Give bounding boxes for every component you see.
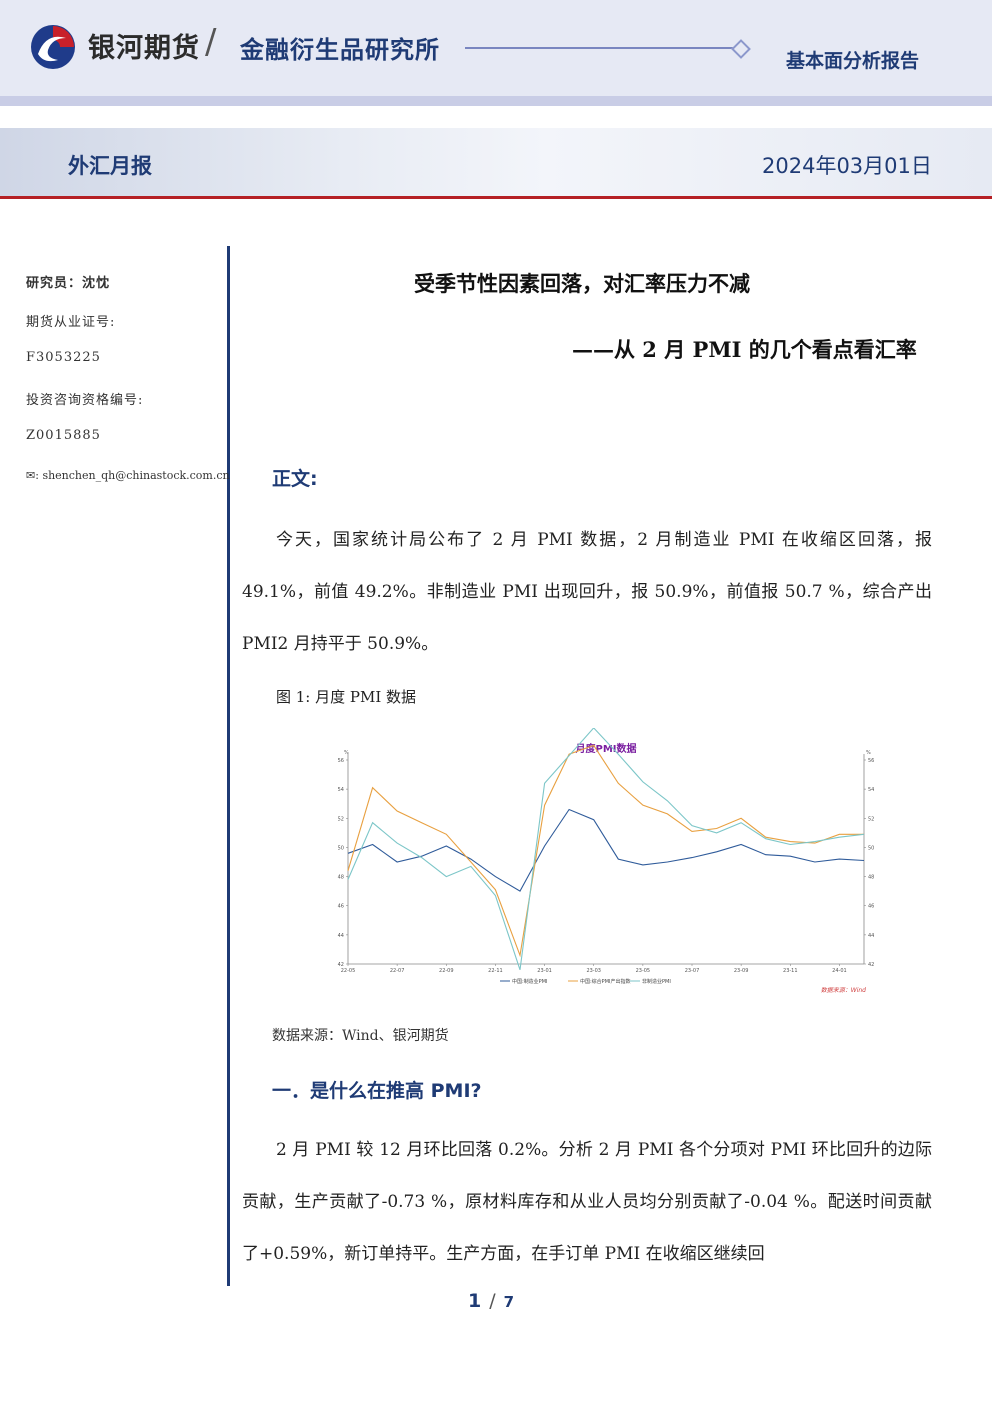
y-unit-right: % [866,750,871,756]
legend-label: 中国:综合PMI产出指数 [580,978,631,985]
data-source: 数据来源：Wind、银河期货 [272,1028,449,1044]
y-tick-label-left: 50 [338,845,344,851]
y-tick-label-left: 48 [338,875,344,881]
x-tick-label: 22-07 [390,968,405,974]
pmi-line-chart: 月度PMI数据 % % 42 42 44 44 46 46 48 48 50 50 52 52 54 54 56… [338,728,875,994]
series-line [347,744,864,958]
y-tick-label-left: 46 [338,904,344,910]
y-tick-label-right: 50 [868,845,874,851]
y-tick-label-left: 56 [338,758,344,764]
institute-name: 金融衍生品研究所 [240,36,440,64]
legend-label: 中国:制造业PMI [512,978,548,985]
x-tick-label: 22-11 [488,968,503,974]
figure-caption: 图 1: 月度 PMI 数据 [276,688,417,706]
y-tick-label-left: 52 [338,816,344,822]
x-tick-label: 24-01 [832,968,847,974]
report-kind: 外汇月报 [68,154,152,178]
x-tick-label: 23-03 [586,968,601,974]
paragraph-2-text: 2 月 PMI 较 12 月环比回落 0.2%。分析 2 月 PMI 各个分项对… [242,1140,932,1264]
chart-axes: % % 42 42 44 44 46 46 48 48 50 50 52 52 54 54 56 56 22-05 2… [338,750,875,974]
report-date: 2024年03月01日 [762,154,932,178]
chart-source-note: 数据来源：Wind [821,986,866,994]
sub-header-band [0,128,992,196]
x-tick-label: 22-05 [341,968,356,974]
futures-cert-label: 期货从业证号: [26,315,116,330]
email-prefix: : [35,469,39,482]
current-page: 1 [468,1290,482,1312]
y-tick-label-right: 44 [868,933,874,939]
x-tick-label: 23-05 [636,968,651,974]
x-tick-label: 23-07 [685,968,700,974]
section-label-body: 正文: [272,468,318,490]
email-row: ✉: shenchen_qh@chinastock.com.cn [26,469,230,482]
report-title: 受季节性因素回落，对汇率压力不减 [414,272,750,296]
futures-cert-number: F3053225 [26,350,101,365]
analyst-name: 研究员：沈忱 [26,276,111,291]
chart-lines [347,728,865,970]
header-band [0,96,992,106]
x-tick-label: 23-09 [734,968,749,974]
advisory-cert-label: 投资咨询资格编号: [26,393,144,408]
y-tick-label-right: 48 [868,875,874,881]
company-name: 银河期货 [88,33,200,64]
total-pages: 7 [503,1293,515,1311]
y-tick-label-right: 42 [868,962,874,968]
y-tick-label-left: 44 [338,933,344,939]
legend-label: 非制造业PMI [642,978,671,985]
x-tick-label: 23-01 [537,968,552,974]
page-number: 1 / 7 [468,1290,514,1312]
chart-legend: 中国:制造业PMI 中国:综合PMI产出指数 非制造业PMI [500,978,671,985]
paragraph-2: 2 月 PMI 较 12 月环比回落 0.2%。分析 2 月 PMI 各个分项对… [242,1124,932,1280]
sidebar-divider [227,246,230,1286]
header-divider [465,47,735,49]
series-line [347,808,865,892]
paragraph-1-text: 今天，国家统计局公布了 2 月 PMI 数据，2 月制造业 PMI 在收缩区回落… [242,530,932,654]
paragraph-1: 今天，国家统计局公布了 2 月 PMI 数据，2 月制造业 PMI 在收缩区回落… [242,514,932,670]
report-type: 基本面分析报告 [786,50,920,72]
y-unit-left: % [344,750,349,756]
y-tick-label-left: 42 [338,962,344,968]
x-tick-label: 23-11 [783,968,798,974]
series-line [347,728,865,970]
email-link[interactable]: shenchen_qh@chinastock.com.cn [42,469,230,482]
y-tick-label-right: 46 [868,904,874,910]
chart-title: 月度PMI数据 [574,742,636,755]
y-tick-label-right: 52 [868,816,874,822]
page-separator: / [489,1290,496,1312]
sub-header-rule [0,196,992,199]
company-logo-icon [31,25,75,69]
x-tick-label: 22-09 [439,968,454,974]
y-tick-label-right: 54 [868,787,874,793]
report-subtitle: ——从 2 月 PMI 的几个看点看汇率 [572,337,917,362]
y-tick-label-left: 54 [338,787,344,793]
mail-icon: ✉ [26,469,36,482]
advisory-cert-number: Z0015885 [26,428,101,443]
header-slash: / [205,22,217,62]
y-tick-label-right: 56 [868,758,874,764]
section-1-title: 一．是什么在推高 PMI? [272,1080,482,1102]
